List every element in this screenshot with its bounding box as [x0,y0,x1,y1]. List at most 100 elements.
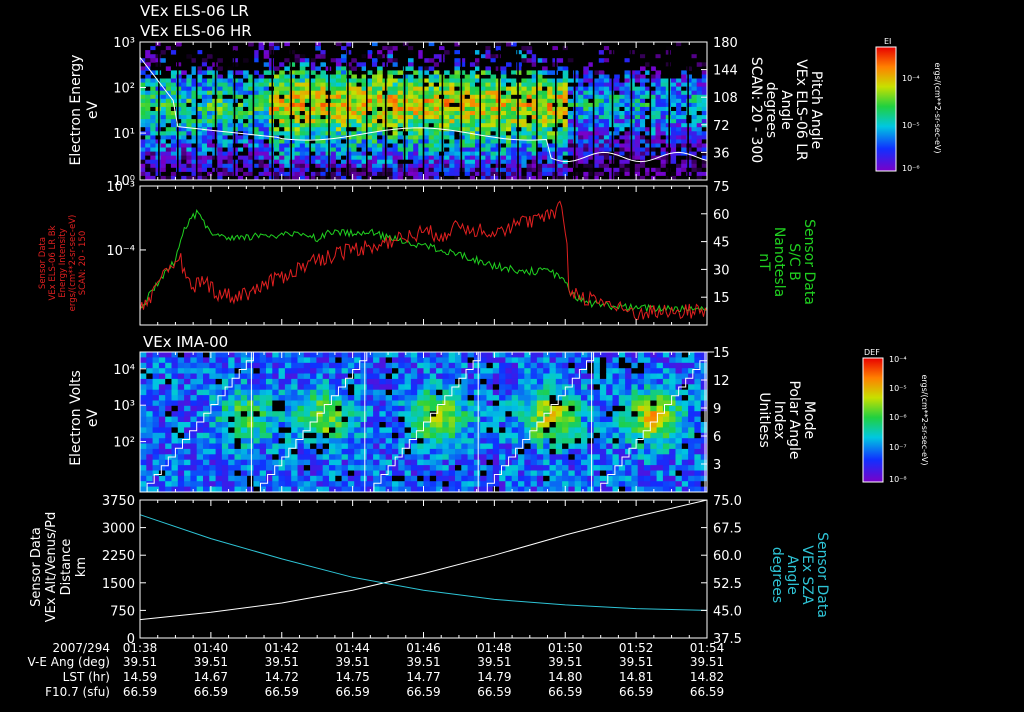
els-spectrogram-cell [346,99,352,104]
ima-spectrogram-cell [260,433,267,439]
els-spectrogram-cell [532,42,538,47]
els-spectrogram-cell [686,111,692,116]
els-spectrogram-cell [223,91,229,96]
ima-spectrogram-cell [424,374,431,380]
ima-spectrogram-cell [342,465,349,471]
ima-spectrogram-cell [172,368,179,374]
els-spectrogram-cell [367,144,373,149]
els-spectrogram-cell [449,115,455,120]
els-spectrogram-cell [351,75,357,80]
y2-tick-label: 60 [713,208,730,223]
els-spectrogram-cell [516,123,522,128]
els-spectrogram-cell [238,135,244,140]
els-spectrogram-cell [367,123,373,128]
ima-spectrogram-cell [190,368,197,374]
els-spectrogram-cell [480,79,486,84]
els-spectrogram-cell [681,54,687,59]
els-spectrogram-cell [238,168,244,173]
els-spectrogram-cell [150,152,156,157]
els-spectrogram-cell [676,160,682,165]
ima-spectrogram-cell [285,481,292,487]
els-spectrogram-cell [351,107,357,112]
ima-spectrogram-cell [146,384,153,390]
ima-spectrogram-cell [392,401,399,407]
els-spectrogram-cell [424,66,430,71]
ima-spectrogram-cell [455,406,462,412]
ima-spectrogram-cell [304,449,311,455]
els-spectrogram-cell [604,87,610,92]
els-spectrogram-cell [609,42,615,47]
ima-spectrogram-cell [417,433,424,439]
els-spectrogram-cell [279,139,285,144]
els-spectrogram-cell [150,135,156,140]
els-spectrogram-cell [336,168,342,173]
els-spectrogram-cell [491,119,497,124]
ima-spectrogram-cell [298,471,305,477]
els-spectrogram-cell [300,123,306,128]
els-spectrogram-cell [563,148,569,153]
els-spectrogram-cell [434,95,440,100]
els-spectrogram-cell [676,164,682,169]
els-spectrogram-cell [429,152,435,157]
els-spectrogram-cell [537,46,543,51]
ima-spectrogram-cell [474,374,481,380]
els-spectrogram-cell [341,168,347,173]
ima-spectrogram-cell [398,368,405,374]
els-spectrogram-cell [619,79,625,84]
els-spectrogram-cell [331,123,337,128]
ima-spectrogram-cell [178,460,185,466]
els-spectrogram-cell [181,46,187,51]
ima-spectrogram-cell [442,476,449,482]
els-spectrogram-cell [367,148,373,153]
els-spectrogram-cell [697,62,703,67]
ima-spectrogram-cell [209,357,216,363]
ima-spectrogram-cell [386,368,393,374]
ima-spectrogram-cell [140,406,147,412]
ima-spectrogram-cell [455,368,462,374]
ima-spectrogram-cell [146,390,153,396]
els-spectrogram-cell [681,115,687,120]
els-spectrogram-cell [290,54,296,59]
els-spectrogram-cell [568,172,574,177]
els-spectrogram-cell [650,99,656,104]
els-spectrogram-cell [310,148,316,153]
els-spectrogram-cell [140,70,146,75]
els-spectrogram-cell [429,172,435,177]
els-spectrogram-cell [398,152,404,157]
els-spectrogram-cell [465,148,471,153]
els-spectrogram-cell [238,95,244,100]
ima-spectrogram-cell [323,368,330,374]
els-spectrogram-cell [315,54,321,59]
ima-spectrogram-cell [197,401,204,407]
els-spectrogram-cell [465,172,471,177]
els-spectrogram-cell [697,139,703,144]
els-spectrogram-cell [176,144,182,149]
els-spectrogram-cell [166,87,172,92]
els-spectrogram-cell [671,160,677,165]
els-spectrogram-cell [300,127,306,132]
ima-spectrogram-cell [197,460,204,466]
els-spectrogram-cell [547,79,553,84]
els-spectrogram-cell [166,46,172,51]
els-spectrogram-cell [537,156,543,161]
ima-spectrogram-cell [291,374,298,380]
els-spectrogram-cell [233,168,239,173]
els-spectrogram-cell [150,103,156,108]
els-spectrogram-cell [429,42,435,47]
ima-spectrogram-cell [335,357,342,363]
ima-spectrogram-cell [153,471,160,477]
els-spectrogram-cell [315,172,321,177]
els-spectrogram-cell [403,99,409,104]
els-spectrogram-cell [656,70,662,75]
els-spectrogram-cell [516,135,522,140]
ima-spectrogram-cell [468,374,475,380]
els-spectrogram-cell [573,83,579,88]
els-spectrogram-cell [630,95,636,100]
els-spectrogram-cell [372,54,378,59]
els-spectrogram-cell [341,172,347,177]
els-spectrogram-cell [223,152,229,157]
els-spectrogram-cell [186,83,192,88]
els-spectrogram-cell [656,91,662,96]
els-spectrogram-cell [181,168,187,173]
ima-spectrogram-cell [436,368,443,374]
